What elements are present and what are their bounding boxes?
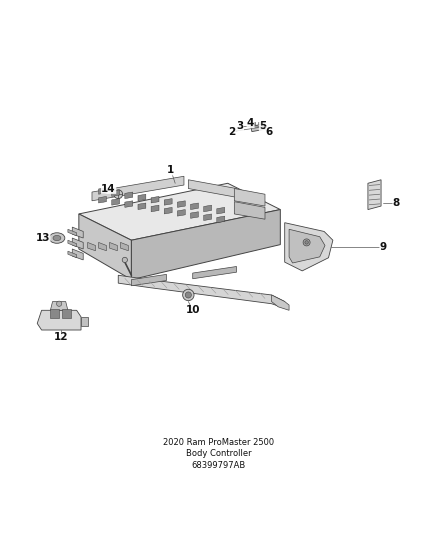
Polygon shape xyxy=(285,223,333,271)
Polygon shape xyxy=(151,205,159,212)
Bar xyxy=(62,309,71,318)
Polygon shape xyxy=(99,243,106,251)
Polygon shape xyxy=(177,209,185,216)
Polygon shape xyxy=(131,274,166,286)
Polygon shape xyxy=(81,317,88,326)
Polygon shape xyxy=(125,201,133,207)
Polygon shape xyxy=(368,180,381,209)
Text: 1: 1 xyxy=(167,165,174,175)
Text: 9: 9 xyxy=(380,242,387,252)
Polygon shape xyxy=(68,240,77,247)
Text: 3: 3 xyxy=(237,122,244,131)
Text: 8: 8 xyxy=(393,198,400,208)
Polygon shape xyxy=(72,238,83,249)
Polygon shape xyxy=(112,190,120,197)
Text: 4: 4 xyxy=(247,118,254,128)
Polygon shape xyxy=(37,310,81,330)
Text: 10: 10 xyxy=(185,305,200,316)
Polygon shape xyxy=(193,266,237,279)
Text: 6: 6 xyxy=(266,127,273,136)
Polygon shape xyxy=(254,122,255,124)
Bar xyxy=(50,309,59,318)
Circle shape xyxy=(185,292,191,298)
Polygon shape xyxy=(72,227,83,238)
Polygon shape xyxy=(191,203,198,209)
Text: 2: 2 xyxy=(229,127,236,136)
Polygon shape xyxy=(88,243,95,251)
Polygon shape xyxy=(234,189,265,206)
Polygon shape xyxy=(125,192,133,199)
Polygon shape xyxy=(99,188,106,194)
Polygon shape xyxy=(79,183,280,240)
Circle shape xyxy=(57,301,62,306)
Polygon shape xyxy=(258,122,260,124)
Polygon shape xyxy=(99,197,106,203)
Polygon shape xyxy=(204,214,212,221)
Polygon shape xyxy=(204,205,212,212)
Text: 13: 13 xyxy=(35,233,50,243)
Polygon shape xyxy=(272,295,289,310)
Circle shape xyxy=(183,289,194,301)
Polygon shape xyxy=(68,251,77,258)
Polygon shape xyxy=(72,249,83,260)
Polygon shape xyxy=(131,209,280,280)
Polygon shape xyxy=(92,176,184,201)
Polygon shape xyxy=(164,207,172,214)
Polygon shape xyxy=(217,216,225,223)
Polygon shape xyxy=(118,275,285,308)
Polygon shape xyxy=(151,197,159,203)
Text: 5: 5 xyxy=(259,122,266,131)
Polygon shape xyxy=(79,214,131,280)
Polygon shape xyxy=(112,199,120,205)
Polygon shape xyxy=(217,207,225,214)
Text: 12: 12 xyxy=(54,333,69,343)
Circle shape xyxy=(114,190,123,199)
Text: 2020 Ram ProMaster 2500
Body Controller
68399797AB: 2020 Ram ProMaster 2500 Body Controller … xyxy=(163,438,275,470)
Polygon shape xyxy=(188,180,237,197)
Polygon shape xyxy=(120,243,128,251)
Polygon shape xyxy=(138,203,146,209)
Polygon shape xyxy=(164,199,172,205)
Polygon shape xyxy=(68,229,77,236)
Circle shape xyxy=(303,239,310,246)
Polygon shape xyxy=(50,302,68,310)
Ellipse shape xyxy=(53,236,61,241)
Polygon shape xyxy=(110,243,117,251)
Polygon shape xyxy=(177,201,185,207)
Polygon shape xyxy=(234,201,265,219)
Circle shape xyxy=(305,241,308,244)
Polygon shape xyxy=(289,229,325,263)
Polygon shape xyxy=(251,124,264,132)
Circle shape xyxy=(122,257,127,263)
Polygon shape xyxy=(191,212,198,219)
Ellipse shape xyxy=(49,233,65,243)
Polygon shape xyxy=(263,122,264,124)
Text: 14: 14 xyxy=(101,183,116,193)
Polygon shape xyxy=(138,194,146,201)
